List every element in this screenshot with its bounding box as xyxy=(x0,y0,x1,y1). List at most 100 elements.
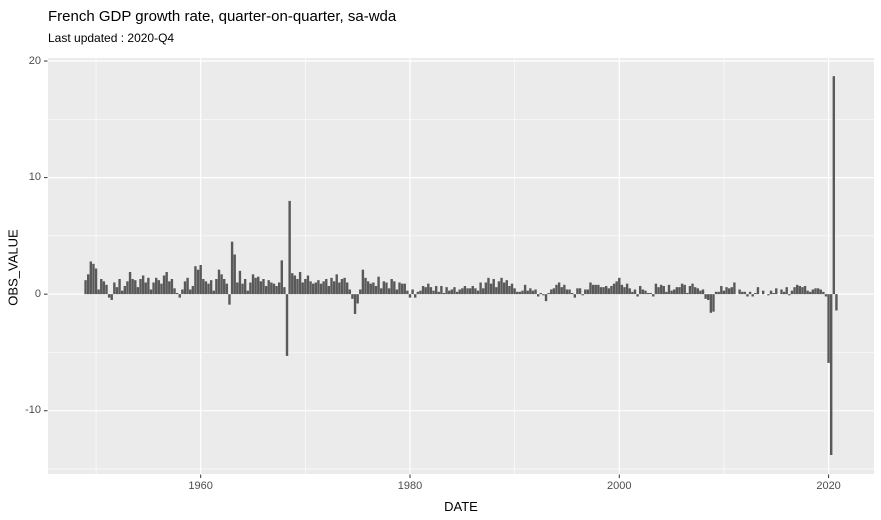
bar xyxy=(670,290,673,295)
bar xyxy=(453,287,456,295)
bar xyxy=(578,288,582,295)
bar xyxy=(280,260,283,295)
bar xyxy=(547,292,550,295)
bar xyxy=(484,282,488,295)
bar xyxy=(291,273,294,295)
bar xyxy=(835,294,838,311)
bar xyxy=(720,285,723,295)
bar xyxy=(468,288,472,295)
bar xyxy=(628,288,631,295)
bar xyxy=(751,294,754,297)
bar xyxy=(550,289,553,295)
bar xyxy=(798,285,801,295)
bar xyxy=(534,289,537,295)
bar xyxy=(217,269,221,295)
bar xyxy=(591,284,595,295)
bar xyxy=(293,275,297,295)
y-tick-label: 10 xyxy=(28,171,41,184)
bar xyxy=(573,294,577,298)
bar xyxy=(696,288,699,295)
bar xyxy=(128,272,132,295)
bar xyxy=(301,282,304,295)
bar xyxy=(717,291,720,295)
bar xyxy=(832,76,836,295)
bar xyxy=(262,279,265,295)
bar xyxy=(704,294,707,299)
bar xyxy=(403,283,406,295)
bar xyxy=(819,289,822,295)
bar xyxy=(565,289,569,295)
bar xyxy=(136,287,140,295)
bar xyxy=(398,282,401,295)
bar xyxy=(183,281,187,295)
bar xyxy=(450,289,454,295)
bar xyxy=(304,279,307,295)
bar xyxy=(709,294,713,313)
bar xyxy=(107,294,111,298)
bar xyxy=(272,283,276,295)
bar xyxy=(173,288,176,295)
bar xyxy=(212,290,215,295)
bar xyxy=(649,292,652,295)
bar xyxy=(170,279,174,295)
bar xyxy=(466,288,469,295)
bar xyxy=(121,290,124,295)
bar xyxy=(769,290,773,295)
bar xyxy=(361,269,365,295)
bar xyxy=(659,284,663,295)
bar xyxy=(215,279,218,295)
bar xyxy=(175,292,179,295)
bar xyxy=(249,282,252,295)
x-tick-label: 1980 xyxy=(397,480,423,492)
bar xyxy=(570,292,574,295)
bar xyxy=(474,288,477,295)
bar xyxy=(335,274,338,295)
bar xyxy=(824,294,828,297)
bar xyxy=(568,289,571,295)
bar xyxy=(586,289,590,295)
bar xyxy=(513,288,516,295)
chart-subtitle: Last updated : 2020-Q4 xyxy=(48,31,175,45)
bar xyxy=(340,279,344,295)
bar xyxy=(560,287,563,295)
chart-title: French GDP growth rate, quarter-on-quart… xyxy=(48,8,397,25)
bar xyxy=(741,291,744,295)
bar xyxy=(801,287,804,295)
bar xyxy=(241,283,244,295)
bar xyxy=(440,285,443,295)
bar xyxy=(657,287,660,295)
bar xyxy=(432,290,435,295)
bar xyxy=(168,281,171,295)
bar xyxy=(223,279,226,295)
bar xyxy=(236,282,239,295)
bar xyxy=(518,291,522,295)
bar xyxy=(178,294,181,298)
bar xyxy=(625,283,629,295)
bar xyxy=(641,289,645,295)
bar xyxy=(516,291,519,295)
bar xyxy=(105,284,108,295)
bar xyxy=(393,281,396,295)
bar xyxy=(458,289,461,295)
bar xyxy=(809,291,812,295)
bar xyxy=(623,287,626,295)
bar xyxy=(814,288,817,295)
bar xyxy=(816,288,820,295)
bar xyxy=(544,294,548,302)
bar xyxy=(675,287,679,295)
bar xyxy=(230,241,234,295)
bar xyxy=(377,276,380,295)
bar xyxy=(780,289,783,295)
bar xyxy=(134,280,137,295)
bar xyxy=(319,283,323,295)
bar xyxy=(141,275,145,295)
x-tick-label: 1960 xyxy=(188,480,213,492)
bar xyxy=(254,277,257,295)
bar xyxy=(688,285,692,295)
bar xyxy=(618,277,621,295)
bar xyxy=(754,292,757,295)
bar xyxy=(563,284,566,295)
bar xyxy=(505,280,508,295)
bar xyxy=(654,283,658,295)
